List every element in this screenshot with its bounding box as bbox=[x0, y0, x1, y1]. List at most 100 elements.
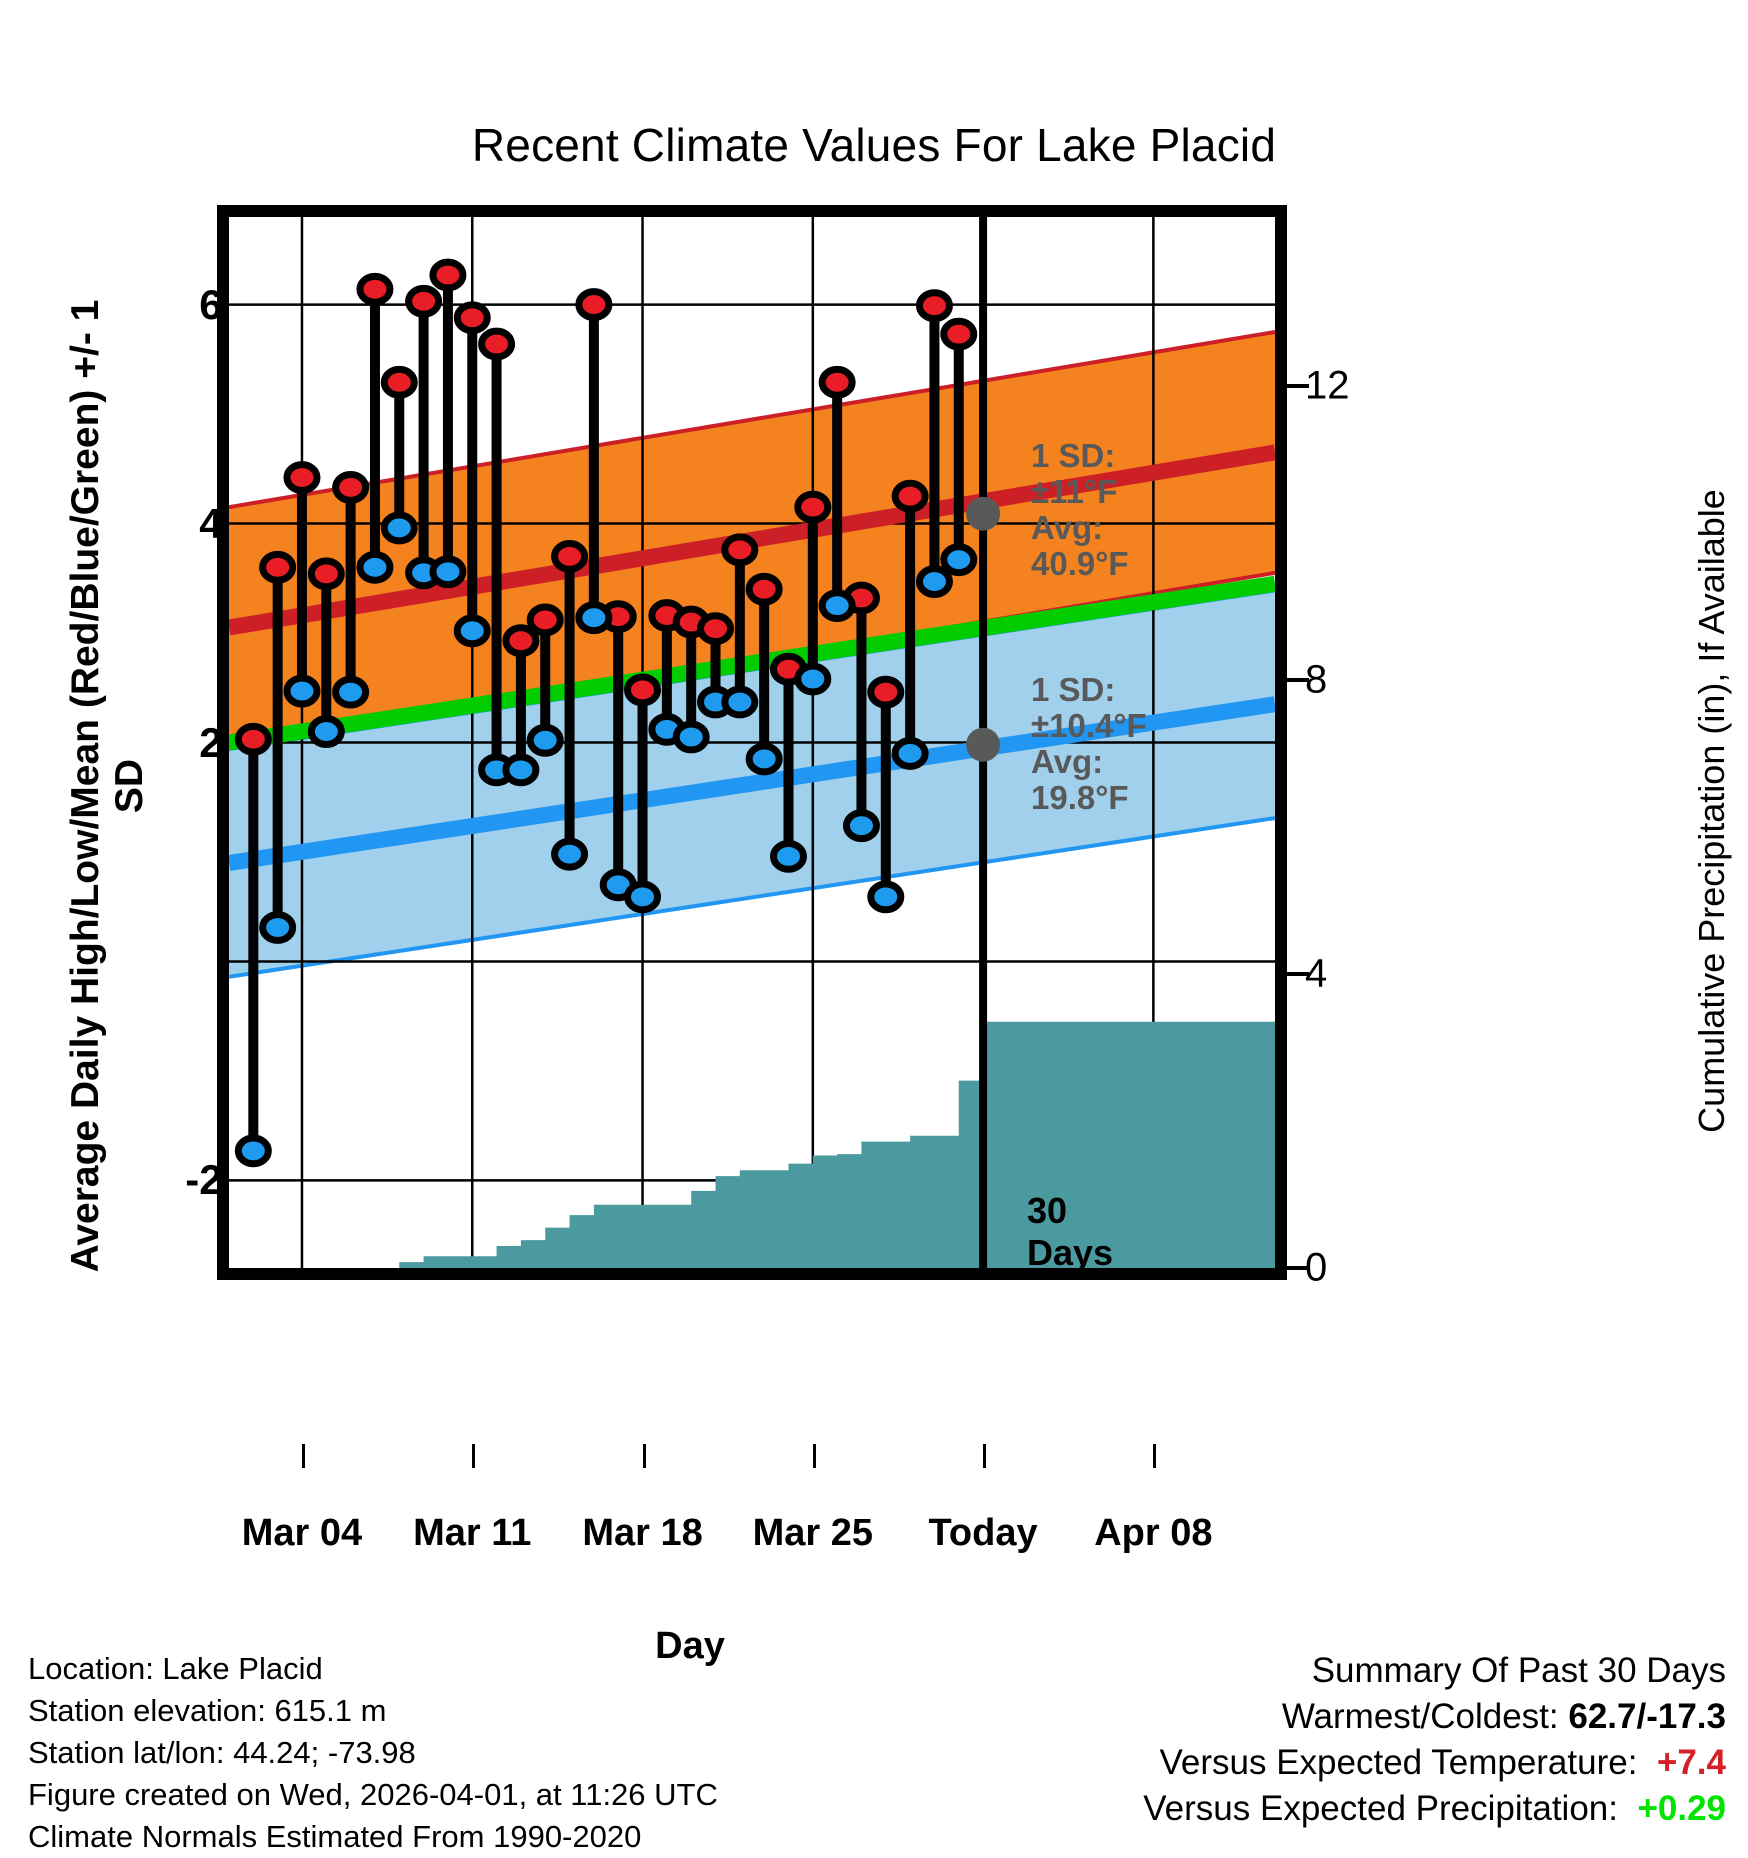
data-point bbox=[624, 880, 662, 914]
climate-plot-svg bbox=[229, 217, 1275, 1268]
data-point bbox=[721, 685, 759, 719]
data-point bbox=[915, 565, 953, 598]
data-point bbox=[429, 555, 467, 589]
data-point bbox=[380, 511, 418, 545]
high-avg-text: Avg: 40.9°F bbox=[1031, 509, 1129, 582]
data-point bbox=[745, 572, 783, 606]
data-point bbox=[769, 839, 807, 873]
data-point bbox=[526, 723, 564, 757]
station-metadata: Location: Lake Placid Station elevation:… bbox=[28, 1648, 718, 1858]
x-tick-label: Mar 18 bbox=[582, 1512, 703, 1554]
data-point bbox=[356, 550, 394, 584]
data-point bbox=[842, 809, 880, 843]
low-normal-annotation: 1 SD: ±10.4°F Avg: 19.8°F bbox=[1031, 672, 1147, 816]
data-point bbox=[867, 675, 905, 709]
warmest-coldest-value: 62.7/-17.3 bbox=[1568, 1697, 1726, 1736]
x-tick-mark bbox=[642, 1444, 646, 1468]
data-point bbox=[551, 837, 589, 871]
x-tick-mark bbox=[812, 1444, 816, 1468]
x-tick-mark bbox=[983, 1444, 987, 1468]
y-axis-left-title: Average Daily High/Low/Mean (Red/Blue/Gr… bbox=[64, 299, 151, 1273]
today-average-marker bbox=[966, 727, 1001, 762]
temp-anomaly-label: Versus Expected Temperature: bbox=[1159, 1743, 1638, 1782]
meta-normals: Climate Normals Estimated From 1990-2020 bbox=[28, 1819, 642, 1854]
precip-anomaly-label: Versus Expected Precipitation: bbox=[1143, 1789, 1618, 1828]
x-tick-label: Apr 08 bbox=[1094, 1512, 1213, 1554]
temp-anomaly-value: +7.4 bbox=[1656, 1743, 1726, 1782]
data-point bbox=[453, 301, 491, 335]
data-point bbox=[794, 490, 832, 524]
x-tick-mark bbox=[301, 1444, 305, 1468]
data-point bbox=[672, 720, 710, 754]
low-avg-text: Avg: 19.8°F bbox=[1031, 743, 1129, 816]
data-point bbox=[891, 737, 929, 770]
data-point bbox=[940, 317, 978, 351]
x-tick-label: Mar 11 bbox=[413, 1512, 532, 1554]
data-point bbox=[697, 612, 735, 646]
data-point bbox=[867, 880, 905, 914]
data-point bbox=[429, 258, 467, 292]
data-point bbox=[818, 589, 856, 623]
data-point bbox=[502, 624, 540, 658]
plot-area bbox=[217, 205, 1287, 1280]
summary-heading: Summary Of Past 30 Days bbox=[1311, 1651, 1726, 1690]
data-point bbox=[575, 288, 613, 321]
data-point bbox=[575, 601, 613, 635]
data-point bbox=[794, 662, 832, 696]
data-point bbox=[502, 753, 540, 787]
y-tick-mark-right bbox=[1287, 972, 1309, 976]
data-point bbox=[551, 539, 589, 573]
precip-days-label: 30 Days bbox=[1027, 1190, 1114, 1273]
meta-location: Location: Lake Placid bbox=[28, 1651, 323, 1686]
x-tick-mark bbox=[472, 1444, 476, 1468]
y-tick-label-right: 12 bbox=[1305, 363, 1350, 408]
summary-warmest-coldest: Warmest/Coldest: 62.7/-17.3 bbox=[1143, 1694, 1726, 1740]
high-normal-annotation: 1 SD: ±11°F Avg: 40.9°F bbox=[1031, 438, 1129, 582]
summary-panel: Summary Of Past 30 Days Warmest/Coldest:… bbox=[1143, 1648, 1726, 1832]
data-point bbox=[745, 742, 783, 776]
normal-line bbox=[229, 575, 1275, 751]
summary-temp-anomaly: Versus Expected Temperature: +7.4 bbox=[1143, 1740, 1726, 1786]
data-point bbox=[380, 365, 418, 399]
y-tick-label-right: 8 bbox=[1305, 657, 1328, 702]
high-sd-text: 1 SD: ±11°F bbox=[1031, 437, 1118, 510]
precip-anomaly-value: +0.29 bbox=[1637, 1789, 1726, 1828]
page-title: Recent Climate Values For Lake Placid bbox=[471, 119, 1277, 171]
y-tick-label-right: 4 bbox=[1305, 951, 1328, 996]
summary-precip-anomaly: Versus Expected Precipitation: +0.29 bbox=[1143, 1786, 1726, 1832]
precipitation-area bbox=[253, 1021, 1275, 1268]
data-point bbox=[940, 543, 978, 577]
y-axis-right-title: Cumulative Precipitation (in), If Availa… bbox=[1691, 489, 1732, 1133]
data-point bbox=[332, 675, 370, 709]
plot-canvas bbox=[229, 217, 1275, 1268]
meta-latlon: Station lat/lon: 44.24; -73.98 bbox=[28, 1735, 416, 1770]
x-tick-label: Today bbox=[928, 1512, 1038, 1554]
data-point bbox=[234, 722, 272, 756]
normal-line bbox=[229, 696, 1275, 871]
data-point bbox=[283, 674, 321, 708]
data-point bbox=[721, 533, 759, 567]
data-point bbox=[818, 365, 856, 399]
data-point bbox=[307, 557, 345, 591]
y-tick-label-right: 0 bbox=[1305, 1245, 1328, 1290]
y-tick-mark-right bbox=[1287, 678, 1309, 683]
x-tick-label: Mar 25 bbox=[752, 1512, 874, 1554]
data-point bbox=[405, 284, 443, 318]
data-point bbox=[478, 327, 516, 361]
meta-elevation: Station elevation: 615.1 m bbox=[28, 1693, 387, 1728]
y-tick-mark-right bbox=[1287, 384, 1309, 389]
low-sd-text: 1 SD: ±10.4°F bbox=[1031, 671, 1147, 744]
data-point bbox=[234, 1134, 272, 1168]
data-point bbox=[283, 461, 321, 494]
data-point bbox=[891, 479, 929, 513]
x-tick-mark bbox=[1153, 1444, 1157, 1468]
data-point bbox=[526, 603, 564, 637]
data-point bbox=[307, 715, 345, 748]
data-point bbox=[259, 550, 297, 584]
data-point bbox=[624, 673, 662, 707]
data-point bbox=[356, 272, 394, 306]
warmest-coldest-label: Warmest/Coldest: bbox=[1281, 1697, 1559, 1736]
x-tick-label: Mar 04 bbox=[241, 1512, 363, 1554]
today-average-marker bbox=[966, 496, 1001, 531]
y-tick-mark-right bbox=[1287, 1266, 1309, 1270]
